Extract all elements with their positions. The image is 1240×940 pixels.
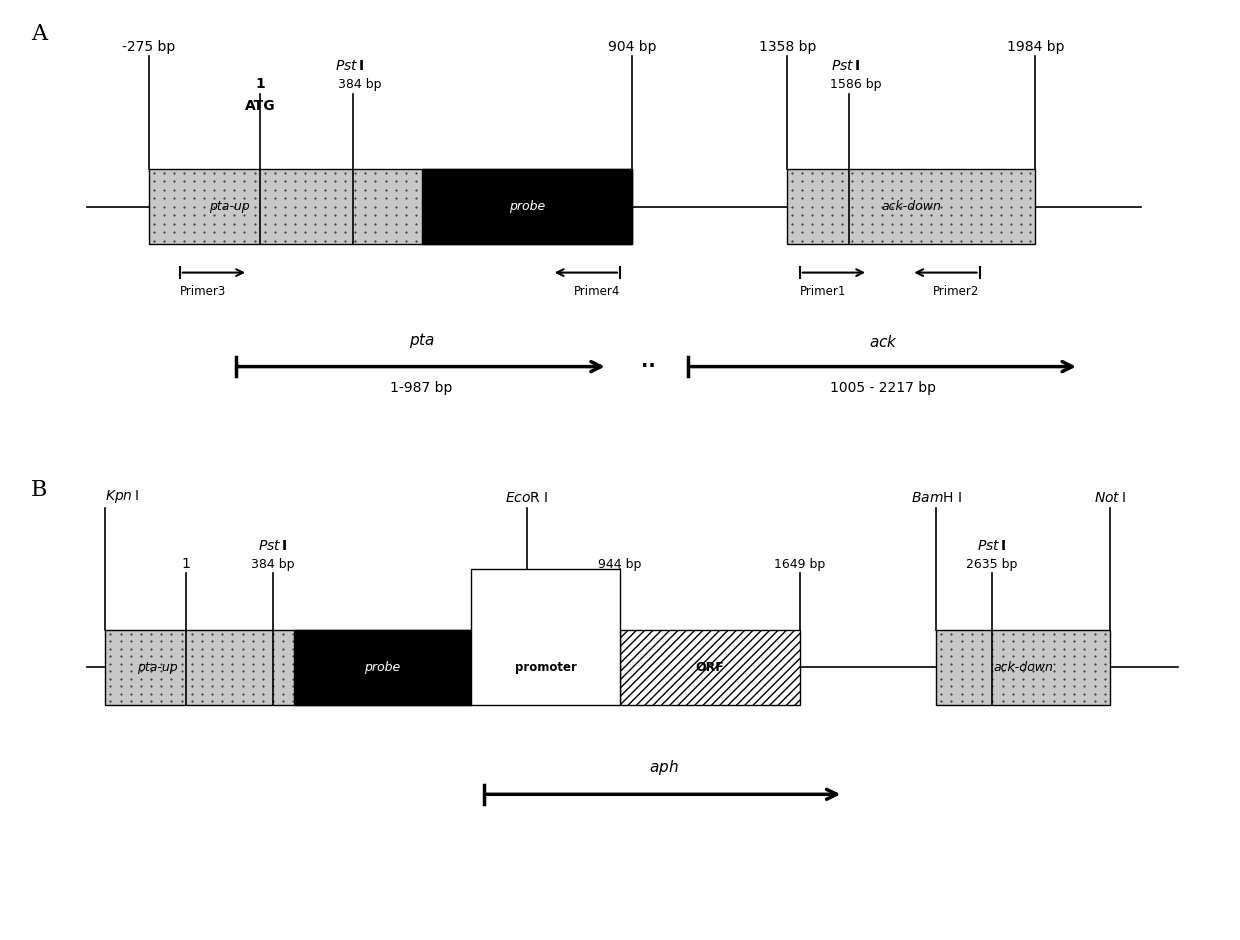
Text: 384 bp: 384 bp (337, 78, 382, 91)
Text: 1358 bp: 1358 bp (759, 39, 816, 54)
Bar (149, 169, 632, 244)
Text: $pta$: $pta$ (408, 331, 435, 350)
Text: 1005 - 2217 bp: 1005 - 2217 bp (831, 381, 936, 395)
Text: 384 bp: 384 bp (250, 557, 295, 571)
Bar (422, 169, 632, 244)
Text: 1: 1 (255, 77, 265, 91)
Text: $\mathit{Not}$ I: $\mathit{Not}$ I (1094, 491, 1126, 505)
Text: pta-up: pta-up (138, 661, 177, 674)
Bar (936, 630, 1110, 705)
Text: probe: probe (508, 200, 546, 213)
Text: $ack$: $ack$ (869, 334, 898, 350)
Text: ack-down: ack-down (882, 200, 941, 213)
Text: $aph$: $aph$ (649, 759, 678, 777)
Bar (471, 569, 620, 705)
Text: $\mathit{Pst}$ I: $\mathit{Pst}$ I (258, 539, 288, 553)
Text: Primer2: Primer2 (934, 285, 980, 298)
Text: ATG: ATG (246, 99, 275, 113)
Text: Primer3: Primer3 (180, 285, 226, 298)
Text: promoter: promoter (515, 661, 577, 674)
Text: $\mathit{Kpn}$ I: $\mathit{Kpn}$ I (105, 488, 140, 505)
Text: B: B (31, 479, 47, 501)
Text: probe: probe (365, 661, 401, 674)
Text: 1: 1 (181, 556, 191, 571)
Text: $\mathit{Pst}$ I: $\mathit{Pst}$ I (831, 59, 861, 73)
Text: 944 bp: 944 bp (599, 557, 641, 571)
Bar (105, 630, 471, 705)
Text: 1-987 bp: 1-987 bp (391, 381, 453, 395)
Text: ··: ·· (641, 357, 656, 376)
Text: 1649 bp: 1649 bp (774, 557, 826, 571)
Text: Primer1: Primer1 (800, 285, 846, 298)
Text: -275 bp: -275 bp (123, 39, 175, 54)
Bar (294, 630, 471, 705)
Text: 904 bp: 904 bp (608, 39, 657, 54)
Text: $\mathit{Bam}$H I: $\mathit{Bam}$H I (910, 491, 962, 505)
Text: ORF: ORF (696, 661, 724, 674)
Text: 1586 bp: 1586 bp (830, 78, 882, 91)
Text: 1984 bp: 1984 bp (1007, 39, 1064, 54)
Text: $\mathit{Pst}$ I: $\mathit{Pst}$ I (977, 539, 1007, 553)
Text: 2635 bp: 2635 bp (966, 557, 1018, 571)
Bar (787, 169, 1035, 244)
Text: ack-down: ack-down (993, 661, 1053, 674)
Bar (620, 630, 800, 705)
Text: $\mathit{Eco}$R I: $\mathit{Eco}$R I (505, 491, 549, 505)
Text: pta-up: pta-up (210, 200, 249, 213)
Text: Primer4: Primer4 (574, 285, 620, 298)
Text: $\mathit{Pst}$ I: $\mathit{Pst}$ I (335, 59, 365, 73)
Text: A: A (31, 24, 47, 45)
